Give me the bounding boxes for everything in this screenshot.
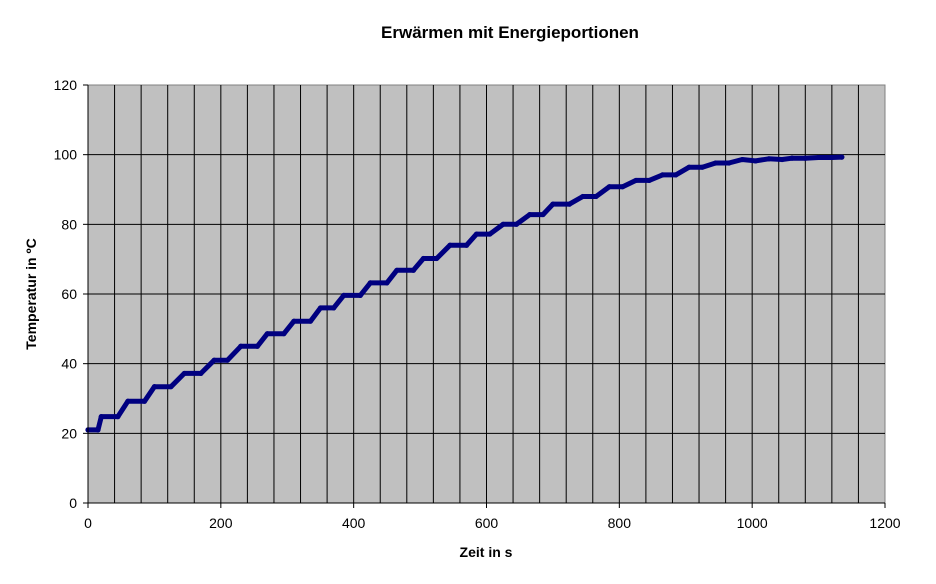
x-tick-label: 800 [608,515,632,531]
data-point [98,414,104,420]
x-tick-label: 0 [84,515,92,531]
data-point [264,331,270,337]
data-point [550,201,556,207]
data-point [686,164,692,170]
data-point [125,398,131,404]
data-point [141,398,148,404]
data-point [646,177,652,184]
data-point [673,172,679,178]
series-layer [85,154,845,433]
data-point [341,292,347,298]
data-point [766,156,772,162]
data-point [593,193,599,200]
data-point [473,231,480,237]
data-point [527,211,533,218]
data-point [434,255,440,262]
data-point [659,172,666,178]
data-point [317,305,324,311]
x-tick-label: 200 [209,515,233,531]
data-point [95,427,101,433]
x-tick-label: 400 [342,515,366,531]
y-tick-label: 20 [61,425,77,441]
data-point [699,164,705,170]
data-point [500,221,506,227]
data-point [291,318,297,324]
x-tick-label: 1000 [737,515,768,531]
y-axis-label: Temperatur in ºC [23,238,39,349]
data-point [540,211,546,218]
data-point [224,357,231,363]
y-tick-label: 100 [54,147,78,163]
data-point [779,156,785,163]
y-tick-label: 60 [61,286,77,302]
data-point [839,154,845,160]
chart-title: Erwärmen mit Energieportionen [381,23,639,42]
data-point [739,156,745,163]
data-point [447,242,453,248]
y-tick-label: 40 [61,356,77,372]
data-point [410,267,417,273]
axis-ticks: 0 200 400 600 800 1000 1200 0 20 40 60 80 100 120 [54,77,901,531]
data-point [789,155,795,161]
data-point [198,370,204,377]
x-tick-label: 600 [475,515,499,531]
data-point [238,343,244,349]
data-point [281,331,287,337]
data-point [307,318,314,324]
data-point [394,267,400,273]
data-point [168,384,174,390]
y-tick-label: 80 [61,216,77,232]
data-point [367,280,373,286]
data-point [802,155,808,161]
y-tick-label: 0 [69,495,77,511]
data-point [115,414,121,420]
data-point [726,160,732,166]
data-point [384,280,390,286]
data-point [829,154,835,161]
data-point [463,242,470,248]
data-point [566,201,573,207]
data-point [254,343,260,349]
data-point [815,154,822,161]
x-axis-label: Zeit in s [460,544,513,560]
data-point [606,184,612,190]
data-point [211,357,217,363]
data-point [181,370,187,377]
data-point [331,305,337,311]
data-point [420,255,427,262]
data-point [752,158,759,164]
data-point [713,160,719,166]
data-point [633,177,639,184]
y-tick-label: 120 [54,77,78,93]
data-point [357,292,363,298]
data-point [620,184,626,190]
data-point [151,384,158,390]
data-point [513,221,519,227]
data-point [580,193,586,200]
x-tick-label: 1200 [869,515,900,531]
data-point [487,231,493,237]
